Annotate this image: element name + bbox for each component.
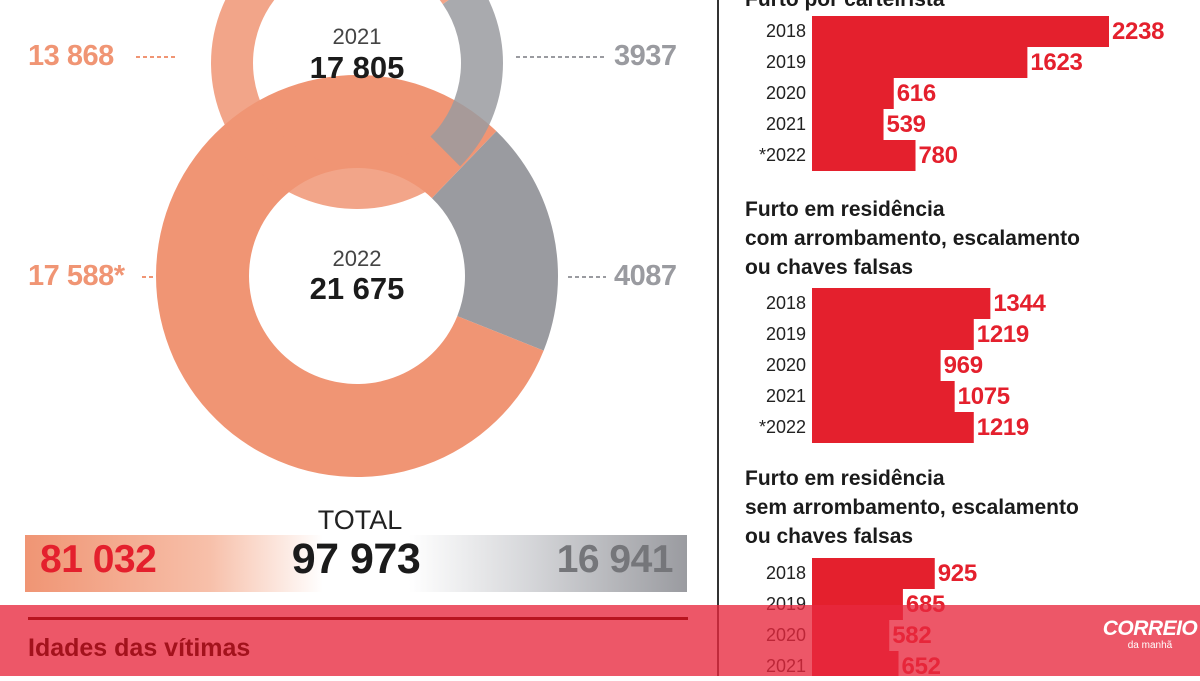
donut-2022-label-left: 17 588* bbox=[28, 260, 125, 292]
footer-rule bbox=[28, 617, 688, 620]
section-2-title-line-1: Furto em residência bbox=[745, 198, 945, 221]
logo-sub-text: da manhã bbox=[1127, 640, 1173, 651]
bar-year-label: 2021 bbox=[765, 114, 806, 134]
section-2-title-line-3: ou chaves falsas bbox=[745, 256, 914, 279]
bar-year-label: 2020 bbox=[765, 83, 806, 103]
section-3-title-line-3: ou chaves falsas bbox=[745, 525, 914, 548]
bar-year-label: *2022 bbox=[758, 145, 806, 165]
section-2-title: Furto em residência com arrombamento, es… bbox=[745, 195, 1080, 282]
donut-2021-label-left: 13 868 bbox=[28, 40, 114, 72]
donut-charts bbox=[155, 0, 558, 478]
bar-year-label: 2018 bbox=[765, 563, 806, 583]
footer-heading: Idades das vítimas bbox=[28, 634, 251, 662]
bar-value-label: 969 bbox=[943, 352, 983, 379]
bar-2-2 bbox=[812, 78, 894, 109]
correio-logo: CORREIO da manhã bbox=[1102, 618, 1198, 652]
section-3-title-line-1: Furto em residência bbox=[745, 467, 945, 490]
bar-year-label: 2018 bbox=[765, 293, 806, 313]
bar-value-label: 1623 bbox=[1030, 49, 1083, 76]
bar-year-label: 2018 bbox=[765, 21, 806, 41]
donut-2021-slice-gray bbox=[430, 0, 503, 167]
bar-year-label: 2019 bbox=[765, 52, 806, 72]
donut-2021-slice-orange bbox=[211, 0, 461, 209]
total-center-value: 97 973 bbox=[291, 535, 421, 583]
bar-3-1 bbox=[812, 319, 974, 350]
section-1-title: Furto por carteirista bbox=[745, 0, 945, 14]
bar-year-label: 2021 bbox=[765, 386, 806, 406]
column-divider bbox=[717, 0, 719, 676]
bar-2-4 bbox=[812, 140, 916, 171]
bar-3-3 bbox=[812, 381, 955, 412]
donut-2021-label-right: 3937 bbox=[614, 40, 677, 72]
bar-value-label: 1219 bbox=[976, 321, 1030, 348]
bar-value-label: 1075 bbox=[957, 383, 1011, 410]
donut-2022-slice-gray bbox=[431, 131, 558, 351]
total-label: TOTAL bbox=[317, 505, 403, 535]
bar-3-0 bbox=[812, 288, 991, 319]
total-gradient-bar bbox=[25, 535, 687, 592]
bar-value-label: 1344 bbox=[993, 290, 1046, 317]
donut-2022-year: 2022 bbox=[332, 246, 382, 271]
bar-3-4 bbox=[812, 412, 974, 443]
bar-value-label: 925 bbox=[937, 560, 977, 587]
donut-2022-total: 21 675 bbox=[309, 271, 405, 306]
section-2-title-line-2: com arrombamento, escalamento bbox=[745, 227, 1080, 250]
bar-year-label: 2020 bbox=[765, 355, 806, 375]
section-3-title: Furto em residência sem arrombamento, es… bbox=[745, 464, 1079, 551]
donut-2021-total: 17 805 bbox=[309, 50, 405, 85]
bar-2-1 bbox=[812, 47, 1028, 78]
leader-lines bbox=[136, 56, 606, 278]
total-left-value: 81 032 bbox=[40, 538, 157, 581]
bar-year-label: 2019 bbox=[765, 324, 806, 344]
footer-band bbox=[0, 605, 1200, 676]
donut-2022-label-right: 4087 bbox=[614, 260, 677, 292]
bar-2-3 bbox=[812, 109, 884, 140]
bar-2-0 bbox=[812, 16, 1109, 47]
bar-value-label: 2238 bbox=[1112, 18, 1165, 45]
bar-charts bbox=[812, 16, 1109, 676]
donut-2021-year: 2021 bbox=[332, 24, 382, 49]
logo-main-text: CORREIO bbox=[1102, 617, 1198, 640]
section-1-title-line: Furto por carteirista bbox=[745, 0, 945, 14]
bar-value-label: 616 bbox=[896, 80, 936, 107]
bar-year-label: *2022 bbox=[758, 417, 806, 437]
total-right-value: 16 941 bbox=[556, 538, 674, 581]
bar-value-label: 1219 bbox=[976, 414, 1030, 441]
bar-value-label: 780 bbox=[918, 142, 958, 169]
bar-3-2 bbox=[812, 350, 941, 381]
bar-value-label: 539 bbox=[886, 111, 926, 138]
bar-4-0 bbox=[812, 558, 935, 589]
section-3-title-line-2: sem arrombamento, escalamento bbox=[745, 496, 1079, 519]
